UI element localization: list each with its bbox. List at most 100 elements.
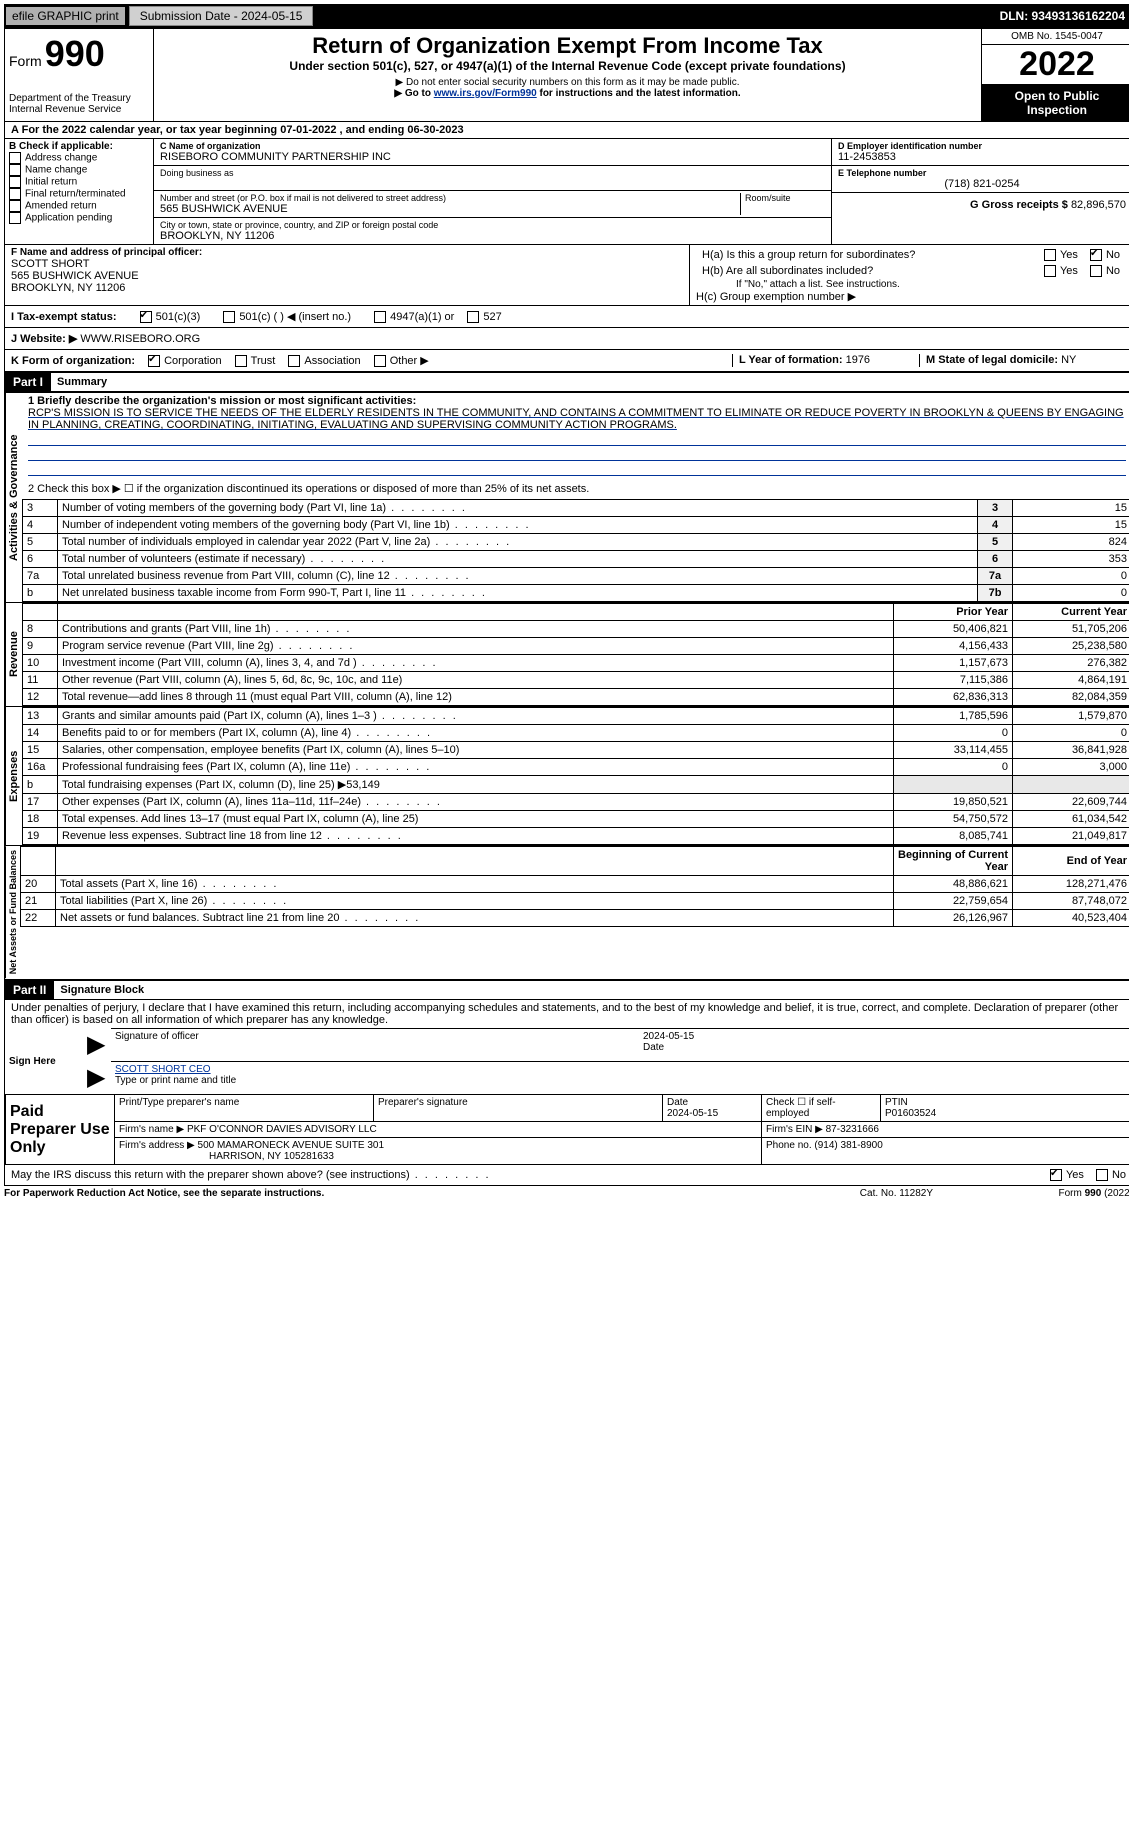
vlabel-activities: Activities & Governance (5, 393, 22, 602)
identity-row: B Check if applicable: Address change Na… (5, 139, 1129, 245)
discuss-yes[interactable]: Yes (1050, 1169, 1084, 1181)
state-domicile-value: NY (1061, 354, 1076, 366)
section-f: F Name and address of principal officer:… (5, 245, 690, 305)
opt-other[interactable]: Other ▶ (374, 355, 429, 367)
room-label: Room/suite (740, 193, 825, 215)
section-i: I Tax-exempt status: 501(c)(3) 501(c) ( … (5, 306, 1129, 327)
h-b-label: H(b) Are all subordinates included? (696, 263, 1038, 279)
opt-final-return[interactable]: Final return/terminated (9, 188, 149, 200)
opt-4947[interactable]: 4947(a)(1) or (374, 311, 454, 323)
table-row: 12Total revenue—add lines 8 through 11 (… (23, 689, 1129, 706)
table-row: 5Total number of individuals employed in… (23, 534, 1129, 551)
h-b-yes[interactable]: Yes (1038, 263, 1084, 279)
arrow-icon: ▶ (87, 1064, 105, 1091)
firm-phone-value: (914) 381-8900 (814, 1140, 882, 1151)
form-subtitle: Under section 501(c), 527, or 4947(a)(1)… (162, 59, 973, 73)
table-row: 14Benefits paid to or for members (Part … (23, 725, 1129, 742)
table-row: 7aTotal unrelated business revenue from … (23, 568, 1129, 585)
opt-address-change[interactable]: Address change (9, 152, 149, 164)
expenses-table: 13Grants and similar amounts paid (Part … (22, 707, 1129, 845)
website-value: WWW.RISEBORO.ORG (80, 333, 200, 345)
officer-addr2: BROOKLYN, NY 11206 (11, 282, 683, 294)
table-row: 8Contributions and grants (Part VIII, li… (23, 621, 1129, 638)
pp-sig-label: Preparer's signature (374, 1095, 663, 1122)
table-row: bTotal fundraising expenses (Part IX, co… (23, 776, 1129, 794)
part-2-badge: Part II (5, 981, 54, 999)
table-row: 3Number of voting members of the governi… (23, 500, 1129, 517)
org-name-label: C Name of organization (160, 141, 825, 151)
year-formation-value: 1976 (846, 354, 870, 366)
col-end-year: End of Year (1013, 847, 1129, 876)
form-container: Form 990 Department of the Treasury Inte… (4, 28, 1129, 1186)
opt-trust[interactable]: Trust (235, 355, 276, 367)
firm-ein-label: Firm's EIN ▶ (766, 1124, 823, 1135)
expenses-section: Expenses 13Grants and similar amounts pa… (5, 706, 1129, 845)
form-title: Return of Organization Exempt From Incom… (162, 33, 973, 59)
table-row: 16aProfessional fundraising fees (Part I… (23, 759, 1129, 776)
efile-label: efile GRAPHIC print (6, 7, 125, 25)
tax-year: 2022 (982, 45, 1129, 85)
table-row: 11Other revenue (Part VIII, column (A), … (23, 672, 1129, 689)
opt-corporation[interactable]: Corporation (148, 355, 221, 367)
officer-name-title[interactable]: SCOTT SHORT CEO (115, 1064, 1128, 1075)
pp-self-employed[interactable]: Check ☐ if self-employed (762, 1095, 881, 1122)
submission-date-button[interactable]: Submission Date - 2024-05-15 (129, 6, 314, 26)
vlabel-expenses: Expenses (5, 707, 22, 845)
table-row: 10Investment income (Part VIII, column (… (23, 655, 1129, 672)
ein-value: 11-2453853 (838, 151, 1126, 163)
efile-topbar: efile GRAPHIC print Submission Date - 20… (4, 4, 1129, 28)
firm-name-label: Firm's name ▶ (119, 1124, 184, 1135)
opt-name-change[interactable]: Name change (9, 164, 149, 176)
footer-mid: Cat. No. 11282Y (860, 1188, 933, 1199)
discuss-no[interactable]: No (1096, 1169, 1126, 1181)
opt-amended-return[interactable]: Amended return (9, 200, 149, 212)
addr-value: 565 BUSHWICK AVENUE (160, 203, 740, 215)
h-a-yes[interactable]: Yes (1038, 247, 1084, 263)
omb-number: OMB No. 1545-0047 (982, 29, 1129, 45)
q2-label: 2 Check this box ▶ ☐ if the organization… (22, 478, 1129, 499)
form-number: 990 (45, 33, 105, 74)
section-c: C Name of organization RISEBORO COMMUNIT… (154, 139, 831, 244)
col-beginning-year: Beginning of Current Year (894, 847, 1013, 876)
firm-addr2: HARRISON, NY 105281633 (119, 1151, 334, 1162)
org-name: RISEBORO COMMUNITY PARTNERSHIP INC (160, 151, 825, 163)
opt-application-pending[interactable]: Application pending (9, 212, 149, 224)
tax-status-row: I Tax-exempt status: 501(c)(3) 501(c) ( … (5, 306, 1129, 328)
table-row: 20Total assets (Part X, line 16)48,886,6… (21, 876, 1129, 893)
h-a-no[interactable]: No (1084, 247, 1126, 263)
sign-here-label: Sign Here (5, 1028, 83, 1094)
table-row: 22Net assets or fund balances. Subtract … (21, 910, 1129, 927)
opt-501c3[interactable]: 501(c)(3) (140, 311, 201, 323)
irs-link[interactable]: www.irs.gov/Form990 (434, 88, 537, 99)
gross-value: 82,896,570 (1071, 199, 1126, 211)
dba-label: Doing business as (160, 168, 825, 178)
opt-association[interactable]: Association (288, 355, 360, 367)
table-row: 4Number of independent voting members of… (23, 517, 1129, 534)
vlabel-revenue: Revenue (5, 603, 22, 706)
note-link: ▶ Go to www.irs.gov/Form990 for instruct… (162, 88, 973, 99)
opt-initial-return[interactable]: Initial return (9, 176, 149, 188)
section-b-label: B Check if applicable: (9, 141, 149, 152)
declaration-text: Under penalties of perjury, I declare th… (5, 1000, 1129, 1028)
col-prior-year: Prior Year (894, 604, 1013, 621)
year-formation-label: L Year of formation: (739, 354, 843, 366)
h-b-no[interactable]: No (1084, 263, 1126, 279)
opt-501c[interactable]: 501(c) ( ) ◀ (insert no.) (223, 311, 351, 323)
opt-527[interactable]: 527 (467, 311, 501, 323)
officer-addr1: 565 BUSHWICK AVENUE (11, 270, 683, 282)
ein-label: D Employer identification number (838, 141, 1126, 151)
officer-name: SCOTT SHORT (11, 258, 683, 270)
sig-officer-label: Signature of officer (111, 1028, 639, 1061)
open-inspection: Open to Public Inspection (982, 85, 1129, 121)
paid-preparer-table: Paid Preparer Use Only Print/Type prepar… (5, 1094, 1129, 1165)
signature-table: Sign Here ▶ Signature of officer 2024-05… (5, 1028, 1129, 1095)
mission-text: RCP'S MISSION IS TO SERVICE THE NEEDS OF… (28, 407, 1126, 431)
period-text: For the 2022 calendar year, or tax year … (22, 124, 464, 136)
net-assets-table: Beginning of Current YearEnd of Year 20T… (20, 846, 1129, 927)
table-row: bNet unrelated business taxable income f… (23, 585, 1129, 602)
dln-label: DLN: 93493136162204 (1000, 9, 1129, 23)
section-h: H(a) Is this a group return for subordin… (690, 245, 1129, 305)
revenue-section: Revenue Prior YearCurrent Year 8Contribu… (5, 602, 1129, 706)
paid-preparer-label: Paid Preparer Use Only (6, 1095, 115, 1165)
dept-label: Department of the Treasury (9, 93, 149, 104)
